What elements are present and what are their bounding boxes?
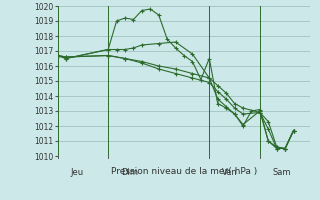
Text: Jeu: Jeu [70,168,84,177]
X-axis label: Pression niveau de la mer( hPa ): Pression niveau de la mer( hPa ) [111,167,257,176]
Text: Ven: Ven [222,168,238,177]
Text: Sam: Sam [272,168,291,177]
Text: Dim: Dim [121,168,138,177]
